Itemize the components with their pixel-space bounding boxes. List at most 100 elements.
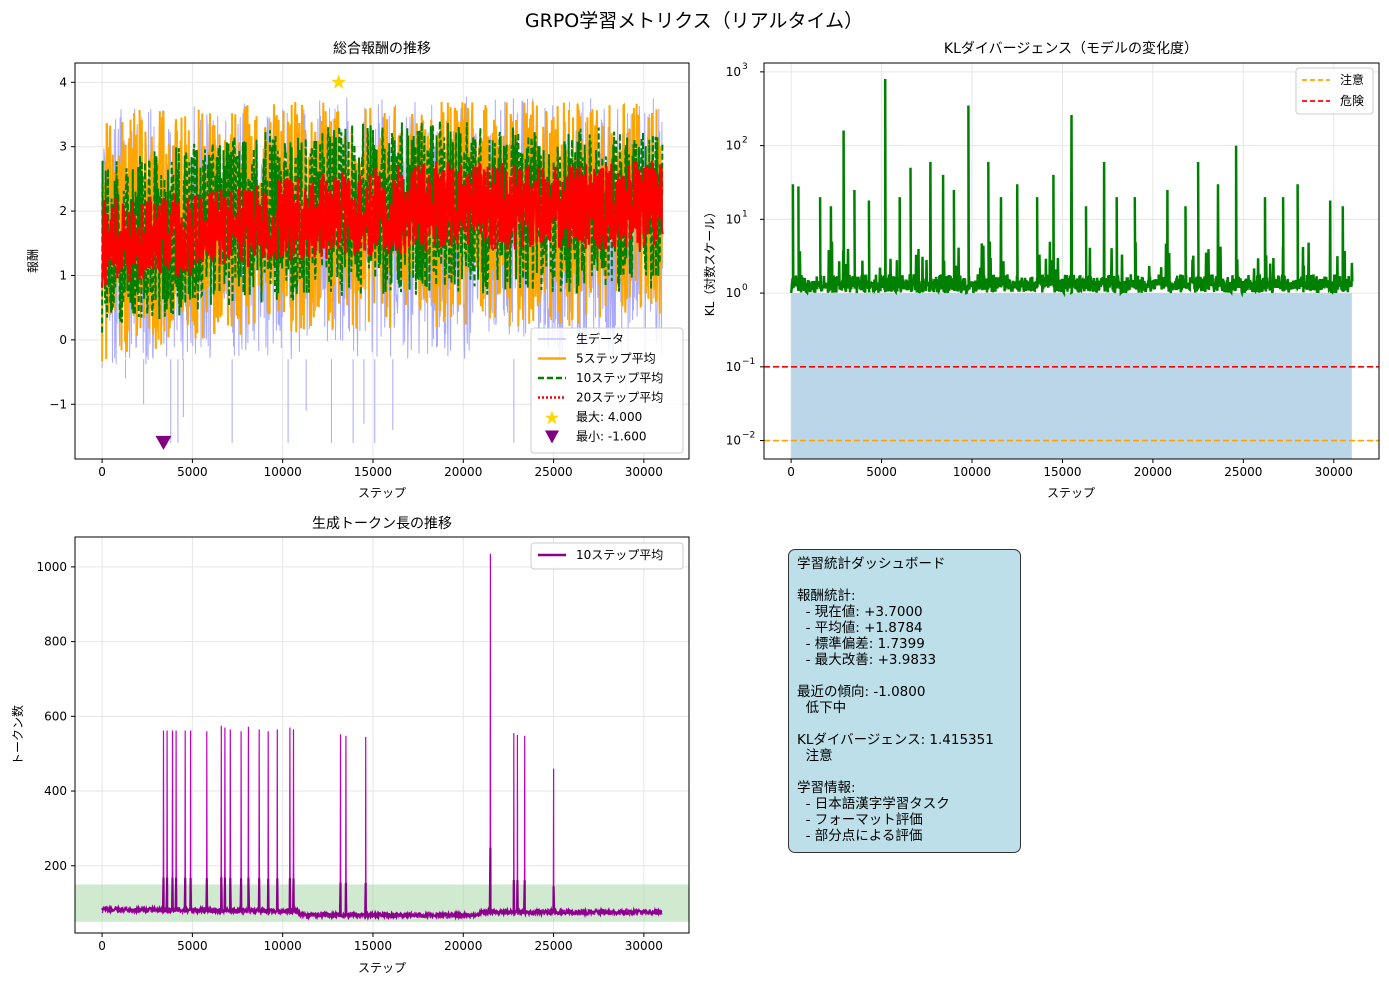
- dashboard-line: [797, 668, 1012, 684]
- x-tick-label: 15000: [1043, 465, 1081, 479]
- x-tick-label: 15000: [354, 465, 392, 479]
- x-tick-label: 20000: [444, 939, 482, 953]
- x-tick-label: 25000: [1224, 465, 1262, 479]
- x-tick-label: 30000: [1315, 465, 1353, 479]
- avg-token-line: [101, 847, 663, 922]
- x-axis-label: ステップ: [1047, 486, 1095, 500]
- reward-chart: 0 5000 10000 15000 20000 25000 30000 −1 0 1 2 3 4 総合…: [26, 41, 690, 500]
- max-marker: [331, 74, 347, 89]
- legend-label: 5ステップ平均: [576, 352, 656, 366]
- x-axis-label: ステップ: [358, 486, 406, 500]
- y-tick-label: 0: [59, 333, 67, 347]
- y-tick-label: 10: [726, 434, 741, 448]
- y-tick-label: 2: [59, 204, 67, 218]
- legend-label: 最大: 4.000: [576, 410, 642, 424]
- raw-token-line: [101, 553, 663, 920]
- y-tick-label: −1: [49, 397, 67, 411]
- x-tick-label: 15000: [354, 939, 392, 953]
- token-length-chart: 0 5000 10000 15000 20000 25000 30000 200 400 600 8…: [10, 516, 690, 975]
- y-tick-label: 200: [44, 859, 67, 873]
- x-tick-label: 10000: [264, 465, 302, 479]
- figure-title: GRPO学習メトリクス（リアルタイム）: [525, 10, 863, 32]
- dashboard-line: - 部分点による評価: [797, 828, 923, 844]
- dashboard-line: [797, 572, 1012, 588]
- y-tick-label: 800: [44, 635, 67, 649]
- kl-chart: 0 5000 10000 15000 20000 25000 3000010−210−110…: [702, 40, 1380, 500]
- dashboard-line: 学習情報:: [797, 780, 856, 796]
- stats-dashboard: 学習統計ダッシュボード 報酬統計: - 現在値: +3.7000 - 平均値: …: [788, 549, 1021, 853]
- dashboard-line: [797, 764, 1012, 780]
- legend-label: 生データ: [576, 331, 624, 346]
- y-tick-label: 1000: [36, 560, 67, 574]
- y-tick-label: 400: [44, 784, 67, 798]
- min-marker: [155, 435, 172, 450]
- y-tick-label: 10: [726, 286, 741, 300]
- legend-label: 20ステップ平均: [576, 391, 663, 405]
- chart-title: KLダイバージェンス（モデルの変化度）: [944, 40, 1198, 57]
- y-tick-exponent: −1: [742, 357, 755, 367]
- x-tick-label: 5000: [177, 939, 208, 953]
- legend-label: 注意: [1340, 72, 1364, 87]
- legend: 10ステップ平均: [530, 542, 684, 570]
- x-tick-label: 20000: [1134, 465, 1172, 479]
- chart-title: 総合報酬の推移: [333, 41, 431, 57]
- legend-label: 最小: -1.600: [576, 430, 647, 444]
- y-tick-label: 10: [726, 360, 741, 374]
- x-tick-label: 25000: [534, 939, 572, 953]
- x-tick-label: 0: [98, 939, 106, 953]
- y-axis-label: 報酬: [26, 249, 40, 273]
- y-tick-label: 600: [44, 709, 67, 723]
- legend-label: 10ステップ平均: [576, 371, 663, 385]
- legend-swatch: [544, 410, 560, 425]
- x-tick-label: 10000: [264, 939, 302, 953]
- y-tick-label: 3: [59, 140, 67, 154]
- x-tick-label: 30000: [625, 465, 663, 479]
- x-tick-label: 30000: [625, 939, 663, 953]
- dashboard-line: - 最大改善: +3.9833: [797, 652, 937, 668]
- legend-label: 10ステップ平均: [576, 548, 663, 562]
- y-tick-label: 10: [726, 212, 741, 226]
- kl-line: [789, 78, 1354, 298]
- dashboard-line: 低下中: [797, 700, 847, 716]
- plot-frame: [763, 62, 1380, 460]
- y-tick-exponent: 1: [742, 209, 748, 219]
- dashboard-line: 最近の傾向: -1.0800: [797, 684, 926, 700]
- x-tick-label: 10000: [953, 465, 991, 479]
- x-axis-label: ステップ: [358, 961, 406, 975]
- x-tick-label: 20000: [444, 465, 482, 479]
- dashboard-line: KLダイバージェンス: 1.415351: [797, 732, 994, 748]
- dashboard-line: - 平均値: +1.8784: [797, 620, 923, 636]
- dashboard-line: - 日本語漢字学習タスク: [797, 796, 950, 812]
- x-tick-label: 5000: [866, 465, 897, 479]
- dashboard-line: 注意: [797, 748, 833, 764]
- series-line-4: [101, 160, 664, 288]
- y-axis-label: トークン数: [10, 705, 25, 765]
- kl-area-fill: [791, 293, 1352, 459]
- dashboard-line: 報酬統計:: [797, 588, 856, 604]
- legend-label: 危険: [1340, 94, 1364, 108]
- y-tick-label: 10: [726, 65, 741, 79]
- y-tick-exponent: 0: [742, 283, 748, 293]
- dashboard-line: - 現在値: +3.7000: [797, 604, 923, 620]
- legend-swatch: [545, 430, 559, 444]
- y-tick-label: 4: [59, 75, 67, 89]
- x-tick-label: 5000: [177, 465, 208, 479]
- y-axis-label: KL（対数スケール）: [702, 206, 717, 317]
- y-tick-exponent: −2: [742, 431, 755, 441]
- dashboard-line: - 標準偏差: 1.7399: [797, 636, 925, 652]
- dashboard-title: 学習統計ダッシュボード: [797, 556, 946, 572]
- x-tick-label: 25000: [534, 465, 572, 479]
- y-tick-label: 1: [59, 268, 67, 282]
- dashboard-lines: 報酬統計: - 現在値: +3.7000 - 平均値: +1.8784 - 標準…: [797, 572, 1012, 844]
- y-tick-exponent: 3: [742, 62, 748, 72]
- plot-frame: [74, 62, 690, 460]
- y-tick-label: 10: [726, 139, 741, 153]
- plot-frame: [74, 536, 690, 934]
- dashboard-line: [797, 716, 1012, 732]
- dashboard-line: - フォーマット評価: [797, 812, 923, 828]
- x-tick-label: 0: [98, 465, 106, 479]
- chart-title: 生成トークン長の推移: [312, 516, 452, 532]
